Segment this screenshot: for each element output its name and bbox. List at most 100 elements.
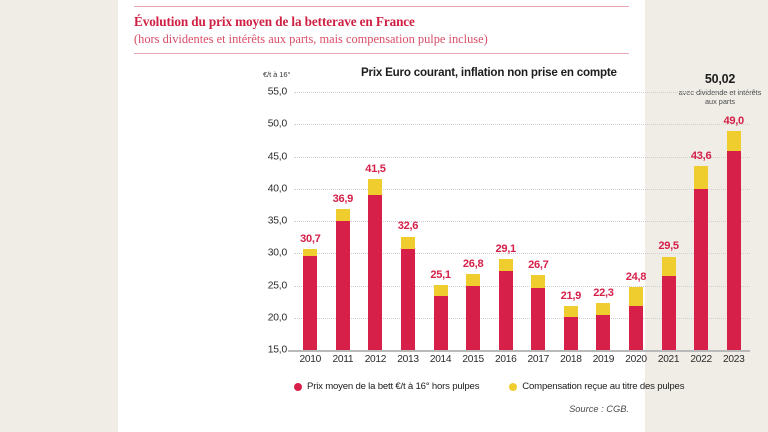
- stacked-bar[interactable]: [368, 179, 383, 350]
- chart-card: Évolution du prix moyen de la betterave …: [118, 0, 761, 432]
- x-axis-tick-label: 2018: [560, 354, 582, 365]
- header-rule-bottom: [134, 53, 629, 54]
- bar-segment-prix-moyen[interactable]: [335, 221, 350, 350]
- bar-segment-pulpes[interactable]: [368, 179, 383, 195]
- bar-value-label: 30,7: [300, 232, 321, 245]
- bar-segment-prix-moyen[interactable]: [368, 194, 383, 350]
- x-axis-tick-label: 2017: [527, 354, 550, 365]
- bar-segment-pulpes[interactable]: [303, 248, 318, 257]
- bar-segment-prix-moyen[interactable]: [303, 256, 318, 350]
- chart-subtitle: Prix Euro courant, inflation non prise e…: [361, 66, 617, 79]
- x-axis-tick-label: 2014: [429, 354, 452, 365]
- bar-segment-pulpes[interactable]: [661, 256, 676, 277]
- stacked-bar[interactable]: [694, 165, 709, 350]
- x-axis-tick-label: 2010: [299, 354, 322, 365]
- bar-slot[interactable]: 29,1 2016: [489, 92, 522, 365]
- bar-segment-pulpes[interactable]: [563, 305, 578, 318]
- y-axis-tick-label: 25,0: [267, 280, 287, 291]
- bar-slot[interactable]: 36,9 2011: [327, 92, 360, 365]
- bar-slot[interactable]: 26,7 2017: [522, 92, 555, 365]
- circle-marker: [509, 382, 518, 391]
- bar-slot[interactable]: 29,5 2021: [652, 92, 685, 365]
- bar-value-label: 21,9: [560, 289, 582, 302]
- bar-slot[interactable]: 30,7 2010: [294, 92, 327, 365]
- legend-label: Compensation reçue au titre des pulpes: [522, 381, 685, 392]
- bar-slot[interactable]: 25,1 2014: [424, 92, 457, 365]
- stacked-bar[interactable]: [335, 208, 350, 350]
- stacked-bar[interactable]: [628, 286, 643, 350]
- header-rule-top: [134, 6, 629, 7]
- bar-segment-prix-moyen[interactable]: [400, 249, 415, 350]
- stacked-bar[interactable]: [466, 273, 481, 350]
- gridline: [294, 188, 750, 190]
- stacked-bar[interactable]: [726, 130, 741, 350]
- bar-segment-prix-moyen[interactable]: [498, 270, 513, 350]
- y-axis-tick-label: 15,0: [267, 344, 287, 356]
- bar-segment-pulpes[interactable]: [433, 284, 448, 297]
- circle-marker: [294, 382, 302, 391]
- stacked-bar[interactable]: [531, 274, 546, 350]
- stacked-bar[interactable]: [303, 248, 318, 350]
- bar-segment-pulpes[interactable]: [596, 302, 611, 316]
- y-axis-tick-label: 35,0: [267, 215, 287, 227]
- stacked-bar[interactable]: [661, 256, 676, 350]
- bar-segment-prix-moyen[interactable]: [433, 296, 448, 350]
- y-axis-tick-label: 45,0: [267, 151, 287, 162]
- stacked-bar[interactable]: [433, 284, 448, 350]
- stacked-bar[interactable]: [498, 259, 513, 350]
- chart-legend: Prix moyen de la bett €/t à 16° hors pul…: [294, 381, 684, 392]
- y-axis-unit-label: €/t à 16°: [263, 70, 291, 79]
- bar-value-label: 25,1: [430, 268, 451, 281]
- bar-value-label: 41,5: [365, 163, 386, 176]
- bar-slot[interactable]: 49,0 2023: [717, 92, 750, 365]
- bar-segment-pulpes[interactable]: [466, 273, 481, 287]
- bar-value-label: 36,9: [332, 192, 354, 205]
- bar-segment-prix-moyen[interactable]: [661, 276, 676, 350]
- source-note: Source : CGB.: [569, 404, 629, 414]
- bar-segment-prix-moyen[interactable]: [596, 315, 611, 350]
- bar-slot[interactable]: 43,6 2022: [685, 92, 718, 365]
- bar-value-label: 24,8: [625, 270, 647, 283]
- bar-slot[interactable]: 24,8 2020: [620, 92, 653, 365]
- x-axis-tick-label: 2015: [462, 354, 484, 365]
- bar-segment-prix-moyen[interactable]: [628, 306, 643, 350]
- bar-segment-prix-moyen[interactable]: [694, 188, 709, 350]
- bar-segment-pulpes[interactable]: [726, 130, 741, 152]
- plot-area: 55,0 50,0 45,0 40,0 35,0 30,0 25,0 20,0 15,0 30,…: [268, 87, 750, 366]
- bar-segment-pulpes[interactable]: [498, 259, 513, 271]
- x-axis-tick-label: 2023: [722, 354, 745, 365]
- y-axis-tick-label: 30,0: [267, 247, 287, 259]
- bar-slot[interactable]: 21,9 2018: [555, 92, 588, 366]
- bar-value-label: 43,6: [690, 149, 712, 162]
- bar-segment-pulpes[interactable]: [400, 236, 415, 250]
- bar-slot[interactable]: 32,6 2013: [392, 92, 425, 365]
- x-axis-baseline: [288, 350, 750, 352]
- bar-value-label: 26,7: [528, 258, 549, 271]
- stacked-bar[interactable]: [400, 236, 415, 350]
- bar-segment-prix-moyen[interactable]: [466, 286, 481, 350]
- bar-segment-prix-moyen[interactable]: [563, 317, 578, 350]
- bar-slot[interactable]: 22,3 2019: [587, 92, 620, 365]
- bar-value-label: 49,0: [723, 114, 745, 127]
- bar-slot[interactable]: 41,5 2012: [359, 92, 392, 365]
- bar-segment-prix-moyen[interactable]: [531, 288, 546, 350]
- bar-segment-pulpes[interactable]: [335, 208, 350, 221]
- bar-value-label: 29,1: [495, 243, 517, 256]
- legend-item[interactable]: Prix moyen de la bett €/t à 16° hors pul…: [294, 381, 479, 392]
- bar-segment-pulpes[interactable]: [694, 165, 709, 189]
- x-axis-tick-label: 2022: [690, 354, 712, 365]
- bar-segment-prix-moyen[interactable]: [726, 151, 741, 350]
- bar-segment-pulpes[interactable]: [628, 286, 643, 307]
- bar-segment-pulpes[interactable]: [531, 274, 546, 289]
- x-axis-tick-label: 2016: [494, 354, 517, 365]
- stacked-bar[interactable]: [563, 305, 578, 350]
- gridline: [294, 317, 750, 319]
- stacked-bar[interactable]: [596, 302, 611, 350]
- legend-item[interactable]: Compensation reçue au titre des pulpes: [509, 381, 684, 392]
- gridline: [294, 92, 750, 93]
- chart-header: Évolution du prix moyen de la betterave …: [134, 6, 629, 54]
- x-axis-tick-label: 2019: [592, 354, 615, 365]
- bar-value-label: 26,8: [462, 257, 484, 270]
- bar-slot[interactable]: 26,8 2015: [457, 92, 490, 365]
- gridline: [294, 156, 750, 158]
